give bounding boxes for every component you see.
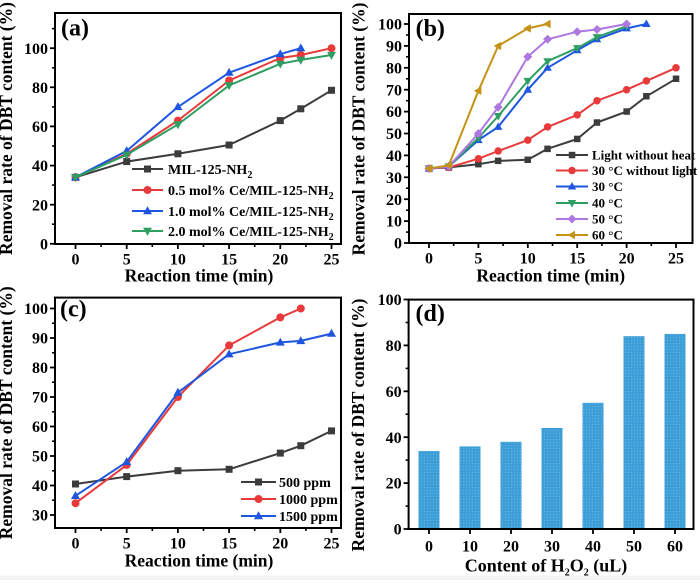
svg-text:20: 20 — [386, 476, 402, 493]
svg-text:50 °C: 50 °C — [592, 212, 623, 227]
svg-text:80: 80 — [32, 360, 48, 377]
svg-text:25: 25 — [324, 252, 340, 269]
svg-text:(a): (a) — [61, 16, 89, 42]
svg-text:60 °C: 60 °C — [592, 228, 623, 243]
svg-text:70: 70 — [32, 390, 48, 407]
svg-text:10: 10 — [386, 214, 402, 231]
svg-text:Reaction time (min): Reaction time (min) — [125, 551, 274, 571]
svg-text:30: 30 — [544, 539, 560, 556]
svg-text:100: 100 — [378, 292, 402, 309]
svg-text:1.0 mol% Ce/MIL-125-NH2: 1.0 mol% Ce/MIL-125-NH2 — [168, 205, 334, 223]
svg-text:80: 80 — [386, 338, 402, 355]
svg-text:0: 0 — [394, 522, 402, 539]
svg-text:0: 0 — [425, 539, 433, 556]
svg-text:60: 60 — [667, 539, 683, 556]
svg-text:30: 30 — [386, 170, 402, 187]
svg-text:0: 0 — [72, 252, 80, 269]
svg-text:40: 40 — [585, 539, 601, 556]
svg-text:50: 50 — [626, 539, 642, 556]
svg-text:90: 90 — [32, 331, 48, 348]
svg-text:20: 20 — [272, 252, 288, 269]
svg-text:25: 25 — [324, 536, 340, 553]
svg-text:5: 5 — [123, 252, 131, 269]
svg-text:15: 15 — [221, 252, 237, 269]
svg-text:(d): (d) — [416, 301, 445, 327]
svg-text:10: 10 — [170, 252, 186, 269]
svg-text:5: 5 — [123, 536, 131, 553]
svg-text:(c): (c) — [60, 297, 87, 323]
svg-text:1500 ppm: 1500 ppm — [279, 510, 338, 525]
svg-text:20: 20 — [386, 192, 402, 209]
svg-text:Removal rate of DBT content (%: Removal rate of DBT content (%) — [0, 2, 16, 255]
svg-text:60: 60 — [32, 419, 48, 436]
svg-text:100: 100 — [24, 301, 48, 318]
svg-text:80: 80 — [32, 80, 48, 97]
svg-text:60: 60 — [386, 104, 402, 121]
svg-text:0: 0 — [425, 251, 433, 268]
svg-text:20: 20 — [503, 539, 519, 556]
svg-text:1000 ppm: 1000 ppm — [279, 493, 338, 508]
svg-text:25: 25 — [668, 251, 684, 268]
svg-text:20: 20 — [32, 197, 48, 214]
svg-text:40: 40 — [386, 148, 402, 165]
svg-text:15: 15 — [221, 536, 237, 553]
svg-text:Light without heat: Light without heat — [592, 148, 696, 163]
svg-text:15: 15 — [569, 251, 585, 268]
svg-text:10: 10 — [462, 539, 478, 556]
svg-text:80: 80 — [386, 60, 402, 77]
svg-text:100: 100 — [24, 41, 48, 58]
svg-text:Removal rate of DBT content (%: Removal rate of DBT content (%) — [0, 286, 16, 539]
svg-text:50: 50 — [386, 126, 402, 143]
svg-text:30 °C without light: 30 °C without light — [592, 163, 698, 178]
svg-text:5: 5 — [474, 251, 482, 268]
svg-text:Content of H2O2 (uL): Content of H2O2 (uL) — [465, 555, 628, 578]
svg-text:Removal rate of DBT content (%: Removal rate of DBT content (%) — [349, 2, 369, 255]
svg-text:20: 20 — [272, 536, 288, 553]
svg-text:0.5 mol% Ce/MIL-125-NH2: 0.5 mol% Ce/MIL-125-NH2 — [168, 184, 334, 202]
svg-text:10: 10 — [520, 251, 536, 268]
svg-text:60: 60 — [386, 384, 402, 401]
svg-text:500 ppm: 500 ppm — [279, 476, 331, 491]
svg-text:2.0 mol% Ce/MIL-125-NH2: 2.0 mol% Ce/MIL-125-NH2 — [168, 225, 334, 243]
svg-text:(b): (b) — [416, 16, 445, 42]
svg-text:Removal rate of DBT content (%: Removal rate of DBT content (%) — [348, 298, 368, 551]
svg-text:100: 100 — [378, 17, 402, 34]
svg-text:60: 60 — [32, 119, 48, 136]
svg-text:40: 40 — [32, 158, 48, 175]
svg-text:40 °C: 40 °C — [592, 196, 623, 211]
svg-text:20: 20 — [619, 251, 635, 268]
svg-text:30 °C: 30 °C — [592, 179, 623, 194]
svg-text:70: 70 — [386, 82, 402, 99]
svg-text:90: 90 — [386, 39, 402, 56]
svg-text:Reaction time (min): Reaction time (min) — [125, 266, 274, 286]
svg-text:0: 0 — [40, 236, 48, 253]
svg-text:10: 10 — [170, 536, 186, 553]
svg-text:Reaction time (min): Reaction time (min) — [476, 266, 625, 286]
svg-text:40: 40 — [32, 478, 48, 495]
svg-text:30: 30 — [32, 508, 48, 525]
svg-text:40: 40 — [386, 430, 402, 447]
svg-text:50: 50 — [32, 449, 48, 466]
svg-text:0: 0 — [72, 536, 80, 553]
svg-text:0: 0 — [394, 236, 402, 253]
svg-text:MIL-125-NH2: MIL-125-NH2 — [168, 163, 252, 181]
